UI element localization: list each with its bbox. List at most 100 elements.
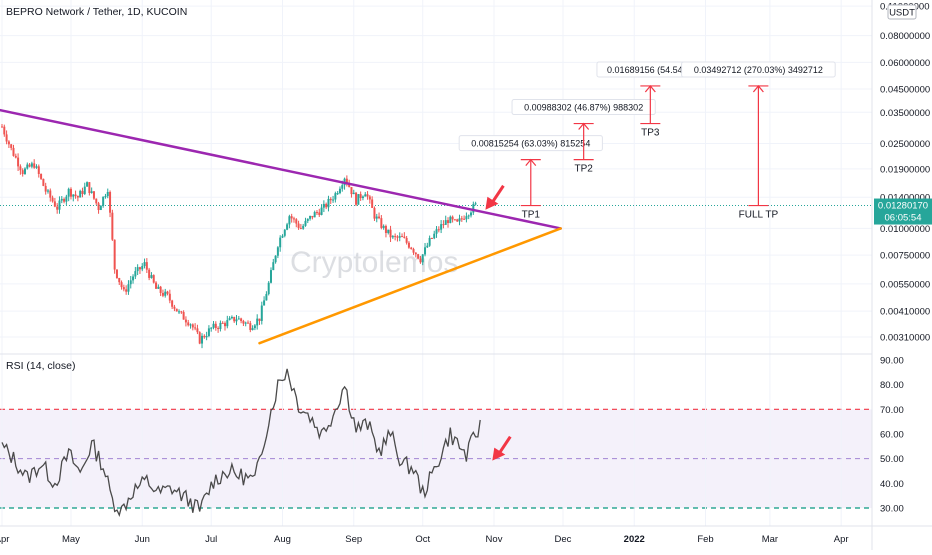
candle-body xyxy=(23,168,26,175)
candle-body xyxy=(184,319,187,323)
candle-body xyxy=(113,239,116,270)
candle-body xyxy=(228,318,231,321)
candle-body xyxy=(329,198,332,201)
trendline-ascending-support[interactable] xyxy=(258,227,562,345)
candle-body xyxy=(106,191,109,197)
candle-body xyxy=(332,199,335,201)
candle-body xyxy=(338,188,341,194)
candle-body xyxy=(210,327,213,329)
arrow-head xyxy=(492,447,506,461)
candle-body xyxy=(49,190,52,198)
candle-body xyxy=(56,206,59,210)
candle-body xyxy=(421,254,424,263)
candle-body xyxy=(136,267,139,272)
candle-body xyxy=(414,252,417,255)
rsi-indicator-label[interactable]: RSI (14, close) xyxy=(6,360,75,372)
target-info-text: 0.03492712 (270.03%) 3492712 xyxy=(694,65,823,75)
candle-body xyxy=(428,237,431,246)
candle-body xyxy=(458,218,461,222)
candle-body xyxy=(5,134,8,142)
candle-body xyxy=(430,237,433,239)
price-tick-label: 0.08000000 xyxy=(880,31,930,42)
candle-body xyxy=(21,170,24,175)
candle-body xyxy=(175,308,178,312)
candle-body xyxy=(419,258,422,263)
candle-body xyxy=(19,166,22,171)
candle-body xyxy=(76,196,79,198)
candle-body xyxy=(168,293,171,301)
candle-body xyxy=(74,194,77,197)
candle-body xyxy=(53,201,56,207)
trend-layer xyxy=(0,107,562,345)
candle-body xyxy=(311,215,314,218)
candle-body xyxy=(63,198,66,202)
candle-body xyxy=(355,192,358,205)
currency-button-label[interactable]: USDT xyxy=(889,8,915,19)
watermark: Cryptolemos xyxy=(290,246,458,279)
price-tick-label: 0.00410000 xyxy=(880,307,930,318)
candle-body xyxy=(302,225,305,229)
candle-body xyxy=(447,220,450,224)
rsi-band-layer xyxy=(0,408,872,509)
candle-layer xyxy=(1,124,477,349)
candle-body xyxy=(391,236,394,238)
candle-body xyxy=(378,216,381,219)
candle-body xyxy=(178,311,181,313)
candle-body xyxy=(403,236,406,238)
candle-body xyxy=(196,328,199,333)
price-tick-label: 0.00550000 xyxy=(880,279,930,290)
target-info-text: 0.00988302 (46.87%) 988302 xyxy=(524,103,643,113)
candle-body xyxy=(194,327,197,329)
target-tp2[interactable]: TP2 0.00988302 (46.87%) 988302 xyxy=(511,99,656,175)
candle-body xyxy=(417,254,420,259)
candle-body xyxy=(111,212,114,240)
candle-body xyxy=(272,262,275,271)
candle-body xyxy=(460,218,463,220)
rsi-tick-label: 50.00 xyxy=(880,454,904,465)
trendline-descending-resistance[interactable] xyxy=(0,107,562,230)
candle-body xyxy=(465,216,468,220)
target-label: TP1 xyxy=(522,210,541,221)
candle-body xyxy=(341,185,344,189)
candle-body xyxy=(104,196,107,198)
candle-body xyxy=(258,318,261,321)
candle-body xyxy=(166,291,169,294)
last-price-badge: 0.01280170 06:05:54 xyxy=(874,198,932,225)
currency-button-frame[interactable] xyxy=(887,4,917,20)
candle-body xyxy=(37,166,40,174)
candle-body xyxy=(122,287,125,290)
candle-body xyxy=(336,193,339,195)
target-tp1[interactable]: TP1 0.00815254 (63.03%) 815254 xyxy=(458,135,603,221)
target-arrowhead xyxy=(578,122,590,130)
candle-body xyxy=(207,328,210,336)
candle-body xyxy=(83,186,86,194)
candle-body xyxy=(260,305,263,321)
candle-body xyxy=(401,236,404,238)
last-price-badge-bg xyxy=(874,198,932,225)
currency-button[interactable]: USDT xyxy=(887,4,917,20)
price-tick-label: 0.00750000 xyxy=(880,251,930,262)
target-full-tp[interactable]: FULL TP 0.03492712 (270.03%) 3492712 xyxy=(681,61,836,221)
price-tick-label: 0.01900000 xyxy=(880,164,930,175)
price-tick-label: 0.01400000 xyxy=(880,193,930,204)
candle-body xyxy=(97,203,100,211)
candle-body xyxy=(127,284,130,292)
target-label: FULL TP xyxy=(739,210,779,221)
candle-body xyxy=(65,196,68,202)
candle-body xyxy=(58,200,61,210)
price-tick-label: 0.03500000 xyxy=(880,108,930,119)
candle-body xyxy=(120,282,123,288)
candle-body xyxy=(42,178,45,186)
candle-body xyxy=(33,163,36,168)
candle-body xyxy=(315,212,318,214)
target-arrowhead xyxy=(752,85,764,93)
candle-body xyxy=(69,188,72,197)
candle-body xyxy=(155,282,158,289)
target-arrowhead xyxy=(525,158,537,167)
candle-body xyxy=(7,141,10,145)
target-info-box xyxy=(681,61,836,78)
candle-body xyxy=(152,275,155,283)
time-tick-label: Apr xyxy=(834,534,849,545)
